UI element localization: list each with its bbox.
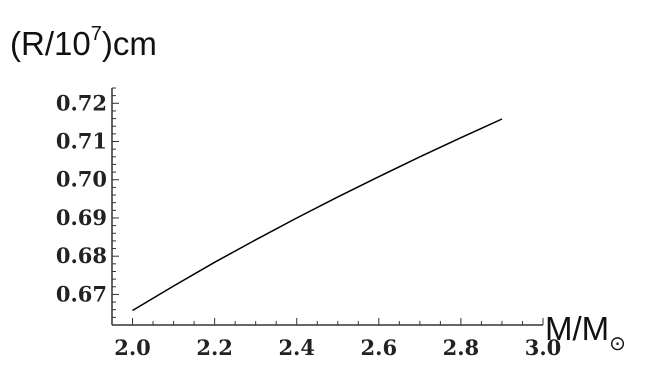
- x-tick-label: 2.2: [196, 335, 233, 360]
- x-axis-title-text: M/M⊙: [545, 310, 626, 355]
- x-axis-title-subscript: ⊙: [609, 333, 626, 355]
- x-tick-label: 3.0: [525, 335, 562, 360]
- series-line: [132, 118, 503, 312]
- y-axis-title-unit: )cm: [102, 25, 157, 62]
- series-layer: [132, 118, 503, 312]
- y-ticks: 0.67 0.68 0.69 0.70 0.71 0.72: [56, 87, 119, 326]
- x-axis-title: M/M⊙: [545, 310, 626, 355]
- x-tick-label: 2.8: [443, 335, 480, 360]
- y-tick-label: 0.72: [56, 90, 107, 115]
- y-axis-title: (R/107)cm: [10, 23, 157, 62]
- y-tick-label: 0.69: [56, 205, 107, 230]
- x-axis-title-main: M/M: [545, 310, 609, 347]
- y-axis-title-text: (R/107)cm: [10, 23, 157, 62]
- y-tick-label: 0.68: [56, 243, 107, 268]
- y-tick-label: 0.71: [56, 129, 107, 154]
- x-tick-label: 2.0: [114, 335, 151, 360]
- y-axis-title-exponent: 7: [91, 23, 102, 45]
- x-tick-label: 2.6: [361, 335, 398, 360]
- x-tick-label: 2.4: [278, 335, 315, 360]
- y-tick-label: 0.67: [56, 281, 107, 306]
- y-axis-title-base: (R/10: [10, 25, 91, 62]
- x-ticks: 2.0 2.2 2.4 2.6 2.8 3.0: [114, 318, 561, 360]
- y-tick-label: 0.70: [56, 167, 107, 192]
